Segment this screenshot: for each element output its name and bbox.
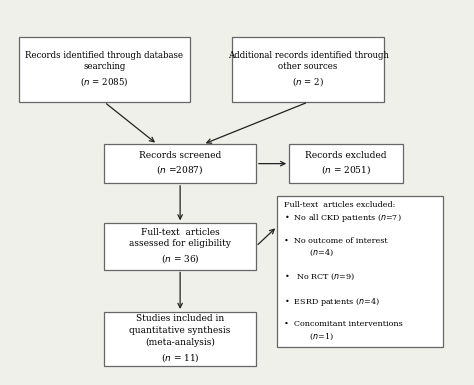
FancyBboxPatch shape — [232, 37, 384, 102]
Text: Records identified through database
searching
($n$ = 2085): Records identified through database sear… — [25, 50, 183, 88]
FancyBboxPatch shape — [104, 144, 256, 183]
FancyBboxPatch shape — [19, 37, 190, 102]
FancyBboxPatch shape — [104, 223, 256, 270]
Text: Studies included in
quantitative synthesis
(meta-analysis)
($n$ = 11): Studies included in quantitative synthes… — [129, 314, 231, 363]
Text: Records excluded
($n$ = 2051): Records excluded ($n$ = 2051) — [305, 151, 387, 176]
Text: Additional records identified through
other sources
($n$ = 2): Additional records identified through ot… — [228, 50, 389, 88]
FancyBboxPatch shape — [289, 144, 403, 183]
Text: Records screened
($n$ =2087): Records screened ($n$ =2087) — [139, 151, 221, 176]
Text: Full-text  articles excluded:
•  No all CKD patients ($n$=7)

•  No outcome of i: Full-text articles excluded: • No all CK… — [284, 201, 403, 341]
FancyBboxPatch shape — [277, 196, 443, 346]
Text: Full-text  articles
assessed for eligibility
($n$ = 36): Full-text articles assessed for eligibil… — [129, 228, 231, 265]
FancyBboxPatch shape — [104, 312, 256, 366]
